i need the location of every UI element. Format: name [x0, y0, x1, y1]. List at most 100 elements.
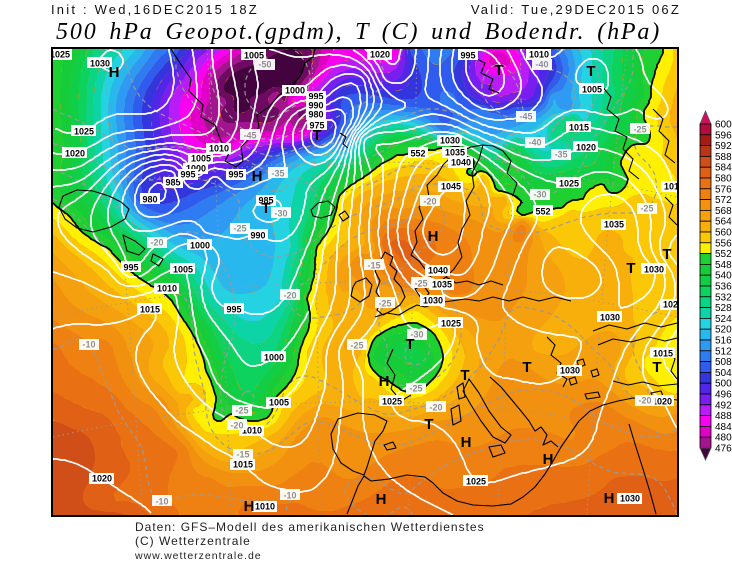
svg-text:584: 584	[715, 163, 732, 174]
svg-text:T: T	[626, 260, 635, 277]
svg-text:T: T	[261, 200, 270, 217]
svg-text:1000: 1000	[285, 86, 305, 96]
svg-text:1040: 1040	[451, 158, 471, 168]
svg-text:576: 576	[715, 184, 732, 195]
svg-text:1020: 1020	[652, 397, 672, 407]
svg-text:-20: -20	[429, 403, 442, 413]
svg-text:H: H	[252, 168, 263, 185]
svg-text:1025: 1025	[441, 319, 461, 329]
svg-text:600: 600	[715, 120, 732, 131]
svg-text:1015: 1015	[569, 123, 589, 133]
svg-text:995: 995	[228, 170, 243, 180]
svg-text:568: 568	[715, 206, 732, 217]
svg-text:552: 552	[535, 207, 550, 217]
svg-text:596: 596	[715, 130, 732, 141]
svg-text:T: T	[494, 62, 503, 79]
svg-text:-20: -20	[423, 197, 436, 207]
svg-text:1000: 1000	[190, 241, 210, 251]
svg-text:540: 540	[715, 271, 732, 282]
svg-text:1030: 1030	[620, 494, 640, 504]
svg-text:1010: 1010	[529, 50, 549, 60]
svg-text:995: 995	[460, 51, 475, 61]
svg-text:-10: -10	[155, 497, 168, 507]
svg-text:1030: 1030	[560, 366, 580, 376]
svg-text:524: 524	[715, 314, 732, 325]
svg-text:500: 500	[715, 379, 732, 390]
svg-text:-25: -25	[414, 279, 427, 289]
svg-text:H: H	[244, 498, 255, 515]
svg-text:1020: 1020	[663, 300, 683, 310]
svg-text:1030: 1030	[644, 265, 664, 275]
svg-text:-30: -30	[410, 330, 423, 340]
svg-text:-25: -25	[640, 204, 653, 214]
svg-text:1005: 1005	[582, 85, 602, 95]
svg-text:T: T	[662, 246, 671, 263]
svg-text:492: 492	[715, 400, 732, 411]
svg-text:-25: -25	[350, 341, 363, 351]
svg-text:1035: 1035	[432, 280, 452, 290]
svg-text:H: H	[379, 373, 390, 390]
svg-text:1005: 1005	[244, 51, 264, 61]
svg-text:1010: 1010	[157, 284, 177, 294]
svg-text:1010: 1010	[255, 502, 275, 512]
svg-text:-15: -15	[367, 261, 380, 271]
svg-text:-20: -20	[283, 291, 296, 301]
svg-text:488: 488	[715, 411, 732, 422]
svg-text:508: 508	[715, 357, 732, 368]
svg-text:1010: 1010	[242, 426, 262, 436]
svg-text:512: 512	[715, 346, 732, 357]
svg-text:-25: -25	[378, 299, 391, 309]
svg-text:T: T	[522, 359, 531, 376]
svg-text:-30: -30	[274, 209, 287, 219]
svg-text:1000: 1000	[264, 353, 284, 363]
svg-text:-40: -40	[535, 60, 548, 70]
svg-text:480: 480	[715, 433, 732, 444]
svg-text:-25: -25	[233, 224, 246, 234]
svg-text:H: H	[604, 490, 615, 507]
svg-text:1015: 1015	[233, 460, 253, 470]
svg-text:975: 975	[309, 121, 324, 131]
svg-text:995: 995	[226, 305, 241, 315]
svg-text:H: H	[428, 228, 439, 245]
svg-text:T: T	[586, 63, 595, 80]
svg-text:536: 536	[715, 282, 732, 293]
svg-text:516: 516	[715, 336, 732, 347]
svg-text:T: T	[652, 359, 661, 376]
svg-text:-25: -25	[235, 406, 248, 416]
svg-text:1005: 1005	[191, 154, 211, 164]
svg-text:1030: 1030	[90, 59, 110, 69]
svg-text:1020: 1020	[65, 149, 85, 159]
svg-text:T: T	[460, 367, 469, 384]
svg-text:1030: 1030	[423, 296, 443, 306]
svg-text:1020: 1020	[370, 50, 390, 60]
svg-text:552: 552	[715, 249, 732, 260]
svg-text:552: 552	[410, 149, 425, 159]
svg-text:504: 504	[715, 368, 732, 379]
svg-text:580: 580	[715, 174, 732, 185]
svg-text:476: 476	[715, 444, 732, 455]
svg-text:548: 548	[715, 260, 732, 271]
svg-text:-10: -10	[283, 491, 296, 501]
svg-text:1035: 1035	[604, 220, 624, 230]
svg-text:1010: 1010	[209, 144, 229, 154]
svg-text:-25: -25	[633, 125, 646, 135]
svg-text:496: 496	[715, 390, 732, 401]
svg-text:1025: 1025	[559, 179, 579, 189]
svg-text:-35: -35	[554, 150, 567, 160]
svg-text:520: 520	[715, 325, 732, 336]
svg-text:532: 532	[715, 292, 732, 303]
svg-text:H: H	[376, 491, 387, 508]
svg-text:T: T	[312, 127, 321, 144]
svg-text:-15: -15	[236, 450, 249, 460]
svg-text:-20: -20	[230, 421, 243, 431]
svg-text:-35: -35	[271, 169, 284, 179]
svg-text:-30: -30	[533, 190, 546, 200]
svg-text:995: 995	[123, 263, 138, 273]
svg-text:1020: 1020	[92, 474, 112, 484]
svg-text:T: T	[405, 336, 414, 353]
svg-text:560: 560	[715, 228, 732, 239]
svg-text:1005: 1005	[269, 398, 289, 408]
svg-text:H: H	[543, 451, 554, 468]
svg-text:592: 592	[715, 141, 732, 152]
svg-text:1025: 1025	[50, 50, 70, 60]
